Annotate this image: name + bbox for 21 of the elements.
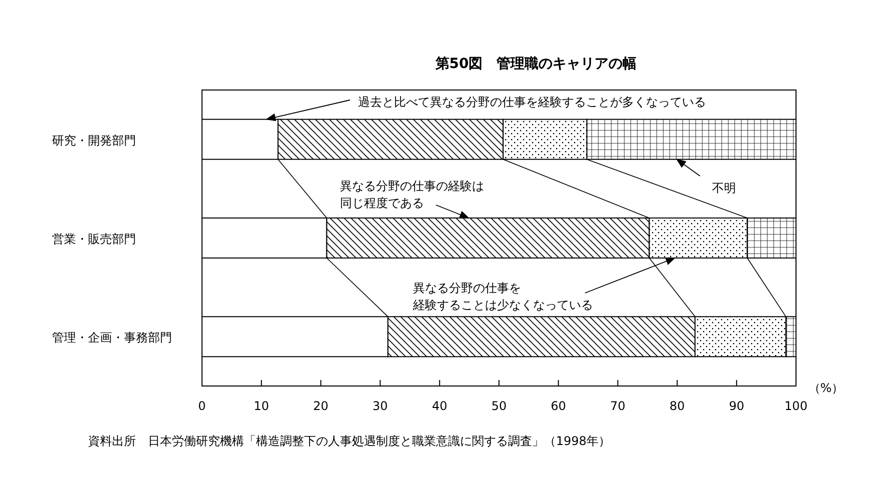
x-tick-label: 60 xyxy=(550,399,566,413)
chart-title: 第50図 管理職のキャリアの幅 xyxy=(434,55,637,72)
x-tick-label: 50 xyxy=(491,399,507,413)
x-tick-label: 10 xyxy=(254,399,270,413)
text: 異なる分野の仕事を経験することは少なくなっている xyxy=(412,281,593,312)
x-tick-label: 80 xyxy=(670,399,685,413)
x-tick-label: 20 xyxy=(313,399,328,413)
y-tick-label: 営業・販売部門 xyxy=(52,232,136,246)
x-tick-label: 70 xyxy=(610,399,626,413)
x-tick-label: 40 xyxy=(432,399,448,413)
text: 過去と比べて異なる分野の仕事を経験することが多くなっている xyxy=(358,95,706,109)
x-tick-label: 30 xyxy=(372,399,388,413)
y-tick-label: 研究・開発部門 xyxy=(52,133,136,148)
x-tick-label: 100 xyxy=(784,399,808,413)
x-tick-label: 90 xyxy=(728,399,744,413)
series-label: 不明 xyxy=(712,181,736,195)
y-tick-label: 管理・企画・事務部門 xyxy=(52,330,172,345)
text: 資料出所 日本労働研究機構「構造調整下の人事処遇制度と職業意識に関する調査」（1998年） xyxy=(88,434,611,448)
x-axis-title: （%） xyxy=(808,381,844,395)
series-label: 異なる分野の仕事の経験は同じ程度である xyxy=(340,179,484,210)
x-tick-label: 0 xyxy=(198,399,206,413)
